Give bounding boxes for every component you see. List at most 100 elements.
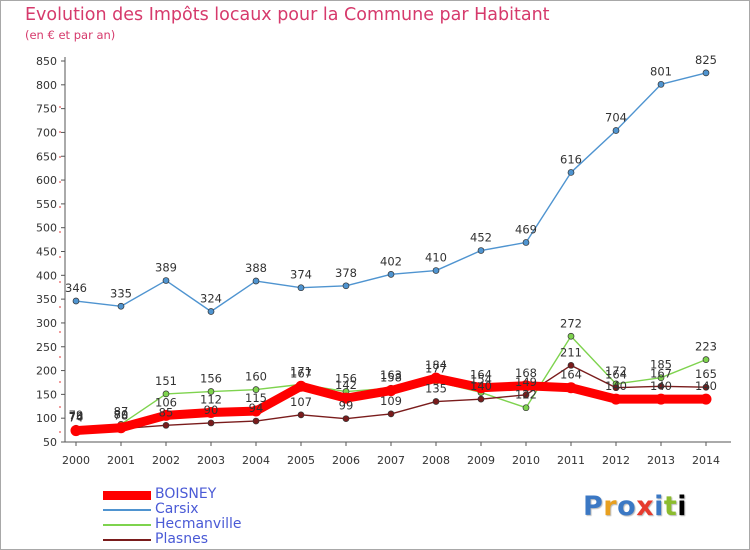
data-point-boisney <box>700 393 712 405</box>
legend-swatch <box>103 490 151 500</box>
data-label: 704 <box>605 111 627 125</box>
x-tick-label: 2013 <box>647 454 675 467</box>
data-label: 140 <box>650 379 672 393</box>
data-label: 90 <box>204 403 219 417</box>
data-point-plasnes <box>702 383 710 391</box>
data-point-carsix <box>342 282 350 290</box>
data-label: 140 <box>695 379 717 393</box>
data-label: 85 <box>159 405 174 419</box>
data-point-carsix <box>387 271 395 278</box>
data-label: 825 <box>695 53 717 67</box>
data-label: 452 <box>470 231 492 245</box>
data-label: 324 <box>200 292 222 306</box>
data-label: 154 <box>470 372 492 386</box>
data-point-hecmanville <box>567 332 575 340</box>
data-point-plasnes <box>657 382 665 390</box>
data-label: 184 <box>425 358 447 372</box>
data-point-boisney <box>160 409 172 421</box>
x-tick-label: 2010 <box>512 454 540 467</box>
data-point-plasnes <box>522 391 530 399</box>
data-label: 335 <box>110 286 132 300</box>
data-label: 164 <box>560 368 582 382</box>
data-label: 106 <box>155 395 177 409</box>
data-point-carsix <box>567 169 575 176</box>
data-point-carsix <box>252 277 260 285</box>
data-label: 149 <box>515 375 537 389</box>
legend-swatch <box>103 539 151 541</box>
data-label: 79 <box>69 408 84 422</box>
data-point-boisney <box>475 382 487 394</box>
data-point-plasnes <box>207 419 215 427</box>
data-point-plasnes <box>252 417 260 425</box>
data-label: 140 <box>605 379 627 393</box>
data-point-hecmanville <box>207 388 215 395</box>
data-label: 80 <box>114 408 129 422</box>
data-label: 122 <box>515 388 537 402</box>
data-point-boisney <box>610 393 622 405</box>
legend-swatch <box>103 524 151 526</box>
data-label: 87 <box>114 404 129 418</box>
y-tick-label: 650 <box>36 150 57 163</box>
x-tick-label: 2008 <box>422 454 450 467</box>
y-tick-label: 100 <box>36 412 57 425</box>
x-tick-label: 2007 <box>377 454 405 467</box>
legend-swatch <box>103 509 151 511</box>
data-label: 156 <box>200 372 222 386</box>
data-label: 167 <box>650 366 672 380</box>
y-tick-label: 800 <box>36 79 57 92</box>
data-label: 165 <box>695 367 717 381</box>
data-point-carsix <box>477 247 485 254</box>
data-label: 272 <box>560 316 582 330</box>
data-label: 177 <box>425 362 447 376</box>
y-tick-label: 750 <box>36 103 57 116</box>
y-tick-label: 250 <box>36 341 57 354</box>
data-point-boisney <box>565 382 577 394</box>
chart-subtitle: (en € et par an) <box>25 28 116 42</box>
data-label: 107 <box>290 395 312 409</box>
data-label: 160 <box>245 370 267 384</box>
legend-label: BOISNEY <box>155 486 217 502</box>
data-point-boisney <box>385 385 397 397</box>
y-tick-label: 600 <box>36 174 57 187</box>
data-label: 801 <box>650 64 672 78</box>
data-point-plasnes <box>612 384 620 392</box>
data-point-carsix <box>657 80 665 88</box>
legend-label: Plasnes <box>155 531 208 547</box>
data-point-plasnes <box>297 411 305 419</box>
data-label: 378 <box>335 266 357 280</box>
x-tick-label: 2004 <box>242 454 270 467</box>
data-point-carsix <box>162 277 170 284</box>
data-point-boisney <box>70 425 82 437</box>
y-tick-label: 500 <box>36 222 57 235</box>
x-tick-label: 2011 <box>557 454 585 467</box>
data-point-boisney <box>115 422 127 434</box>
data-label: 135 <box>425 382 447 396</box>
data-label: 164 <box>605 368 627 382</box>
data-point-carsix <box>297 284 305 292</box>
x-tick-label: 2005 <box>287 454 315 467</box>
data-label: 94 <box>249 401 264 415</box>
legend-label: Hecmanville <box>155 516 242 532</box>
data-point-hecmanville <box>162 390 170 398</box>
data-point-plasnes <box>342 415 350 423</box>
y-tick-label: 350 <box>36 293 57 306</box>
data-point-carsix <box>207 308 215 315</box>
data-point-boisney <box>340 392 352 404</box>
y-tick-label: 550 <box>36 198 57 211</box>
data-point-hecmanville <box>657 374 665 382</box>
proxiti-logo: Proxiti <box>583 491 688 522</box>
data-label: 616 <box>560 152 582 166</box>
data-label: 346 <box>65 281 87 295</box>
data-point-hecmanville <box>522 404 530 412</box>
data-point-carsix <box>522 239 530 246</box>
data-label: 109 <box>380 394 402 408</box>
x-tick-label: 2012 <box>602 454 630 467</box>
data-point-boisney <box>250 405 262 417</box>
x-tick-label: 2014 <box>692 454 720 467</box>
data-point-hecmanville <box>702 356 710 363</box>
data-point-boisney <box>205 406 217 418</box>
x-tick-label: 2006 <box>332 454 360 467</box>
data-point-plasnes <box>477 395 485 403</box>
